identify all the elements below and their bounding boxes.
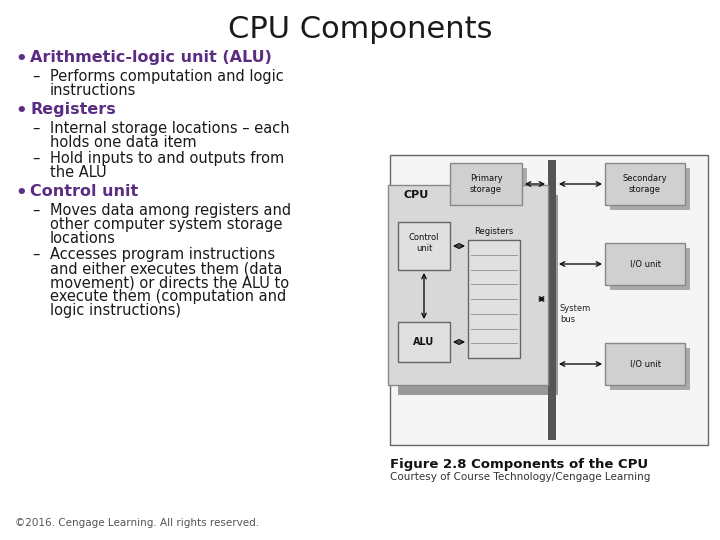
Text: and either executes them (data: and either executes them (data: [50, 261, 282, 276]
Text: Moves data among registers and: Moves data among registers and: [50, 203, 291, 218]
Text: •: •: [15, 50, 27, 68]
Bar: [398, 322, 450, 362]
Text: execute them (computation and: execute them (computation and: [50, 289, 287, 304]
Text: •: •: [15, 184, 27, 202]
Text: –: –: [32, 69, 40, 84]
Bar: [468, 240, 520, 358]
Text: I/O unit: I/O unit: [629, 260, 660, 268]
Text: CPU: CPU: [403, 190, 428, 200]
Text: Secondary
storage: Secondary storage: [623, 174, 667, 194]
Bar: [398, 222, 450, 270]
Text: I/O unit: I/O unit: [629, 360, 660, 368]
Text: Internal storage locations – each: Internal storage locations – each: [50, 121, 289, 136]
Text: logic instructions): logic instructions): [50, 303, 181, 318]
Text: Control unit: Control unit: [30, 184, 138, 199]
Bar: [605, 343, 685, 385]
Text: Primary
storage: Primary storage: [469, 174, 503, 194]
Bar: [548, 160, 556, 440]
Text: other computer system storage: other computer system storage: [50, 217, 282, 232]
Text: ©2016. Cengage Learning. All rights reserved.: ©2016. Cengage Learning. All rights rese…: [15, 518, 259, 528]
Bar: [455, 168, 527, 210]
Text: Registers: Registers: [30, 102, 116, 117]
Text: –: –: [32, 247, 40, 262]
Text: –: –: [32, 121, 40, 136]
Text: –: –: [32, 203, 40, 218]
Text: Figure 2.8 Components of the CPU: Figure 2.8 Components of the CPU: [390, 458, 648, 471]
Text: locations: locations: [50, 231, 116, 246]
Text: Control
unit: Control unit: [409, 233, 439, 253]
Bar: [388, 185, 548, 385]
Text: movement) or directs the ALU to: movement) or directs the ALU to: [50, 275, 289, 290]
Bar: [605, 243, 685, 285]
Text: CPU Components: CPU Components: [228, 15, 492, 44]
Text: –: –: [32, 151, 40, 166]
Bar: [398, 195, 558, 395]
Text: System
bus: System bus: [560, 305, 591, 323]
Text: Arithmetic-logic unit (ALU): Arithmetic-logic unit (ALU): [30, 50, 272, 65]
Text: Hold inputs to and outputs from: Hold inputs to and outputs from: [50, 151, 284, 166]
Text: the ALU: the ALU: [50, 165, 107, 180]
Bar: [605, 163, 685, 205]
Text: holds one data item: holds one data item: [50, 135, 197, 150]
Bar: [610, 248, 690, 290]
Text: instructions: instructions: [50, 83, 136, 98]
Text: Courtesy of Course Technology/Cengage Learning: Courtesy of Course Technology/Cengage Le…: [390, 472, 650, 482]
Text: Registers: Registers: [474, 227, 513, 236]
Bar: [450, 163, 522, 205]
Text: ALU: ALU: [413, 337, 435, 347]
Text: Accesses program instructions: Accesses program instructions: [50, 247, 275, 262]
Bar: [390, 155, 708, 445]
Text: •: •: [15, 102, 27, 120]
Bar: [610, 168, 690, 210]
Text: Performs computation and logic: Performs computation and logic: [50, 69, 284, 84]
Bar: [610, 348, 690, 390]
